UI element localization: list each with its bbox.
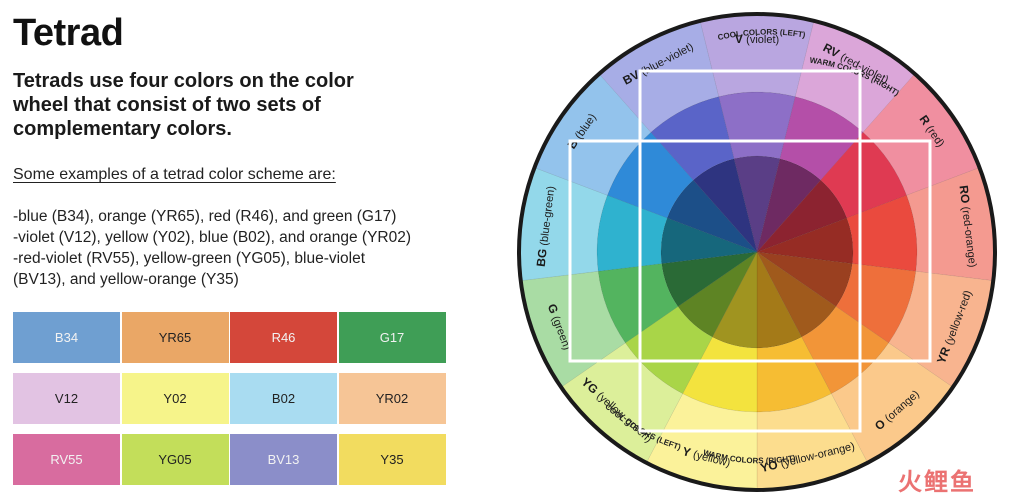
tetrad-rectangle-vertical [638, 69, 862, 433]
page-subtitle: Tetrads use four colors on the color whe… [13, 70, 354, 140]
wheel-label-code: RO [956, 185, 972, 208]
wheel-label-code: YR [934, 342, 954, 366]
swatch-code: Y35 [380, 452, 404, 467]
swatch-row: B34 YR65 R46 G17 [13, 312, 447, 363]
swatch-code: RV55 [50, 452, 83, 467]
page-title: Tetrad [13, 12, 124, 54]
example-line: -violet (V12), yellow (Y02), blue (B02),… [13, 229, 412, 246]
color-swatch: B34 [13, 312, 120, 363]
wheel-label-v: V (violet) [735, 32, 779, 46]
swatch-row: RV55 YG05 BV13 Y35 [13, 434, 447, 485]
wheel-segment-v-inner [733, 155, 781, 253]
swatch-code: YR65 [158, 330, 192, 345]
example-line: -blue (B34), orange (YR65), red (R46), a… [13, 208, 397, 225]
swatch-code: Y02 [163, 391, 187, 406]
wheel-rim [517, 12, 997, 492]
wheel-label-code: G [544, 302, 562, 319]
color-swatch: Y02 [121, 373, 229, 424]
wheel-label-code: V [735, 32, 746, 46]
color-wheel: V (violet)RV (red-violet)R (red)RO (red-… [517, 12, 997, 492]
color-swatch: R46 [230, 312, 337, 363]
color-swatch: RV55 [13, 434, 120, 485]
wheel-label-code: Y [681, 444, 695, 460]
swatch-code: YG05 [158, 452, 192, 467]
wheel-segments [518, 13, 996, 491]
swatch-code: BV13 [267, 452, 300, 467]
wheel-segment-yr-mid [835, 263, 917, 344]
wheel-label-code: YO [759, 457, 782, 476]
swatch-code: G17 [379, 330, 405, 345]
swatch-code: V12 [54, 391, 79, 406]
swatch-code: YR02 [375, 391, 409, 406]
color-swatch: YR02 [338, 373, 446, 424]
wheel-label-name: (violet) [746, 34, 779, 46]
color-swatch: YR65 [121, 312, 229, 363]
color-swatch: Y35 [338, 434, 446, 485]
swatch-code: R46 [271, 330, 296, 345]
swatch-code: B02 [271, 391, 296, 406]
wheel-label-code: BG [534, 245, 550, 268]
wheel-segment-v-outer [699, 13, 815, 97]
tetrad-rectangle-horizontal [568, 139, 932, 363]
example-line: (BV13), and yellow-orange (Y35) [13, 271, 239, 288]
color-swatch: BV13 [230, 434, 337, 485]
color-swatch: YG05 [121, 434, 229, 485]
color-swatch: G17 [338, 312, 446, 363]
swatch-row: V12 Y02 B02 YR02 [13, 373, 447, 424]
color-swatch: B02 [230, 373, 337, 424]
color-swatch: V12 [13, 373, 120, 424]
swatch-code: B34 [54, 330, 79, 345]
examples-heading: Some examples of a tetrad color scheme a… [13, 166, 336, 183]
example-line: -red-violet (RV55), yellow-green (YG05),… [13, 250, 366, 267]
examples-list: -blue (B34), orange (YR65), red (R46), a… [13, 206, 453, 290]
watermark-logo: 火鲤鱼 [898, 469, 976, 496]
